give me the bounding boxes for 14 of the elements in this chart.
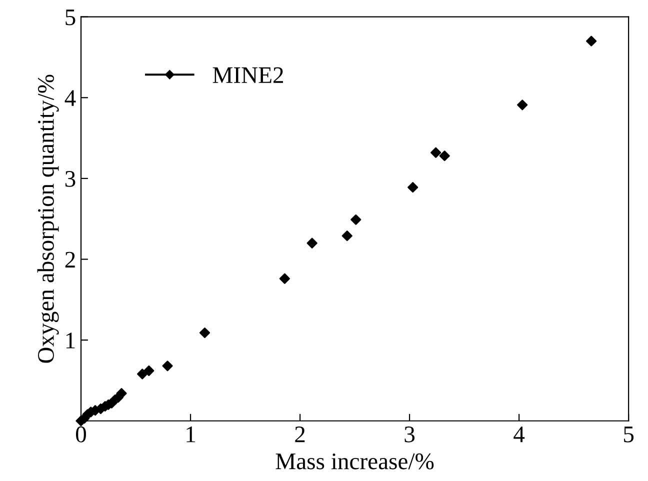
x-tick-label: 5 xyxy=(624,426,634,442)
y-tick-label: 2 xyxy=(65,252,75,268)
y-tick-label: 3 xyxy=(65,171,76,187)
x-tick-label: 3 xyxy=(404,426,415,442)
y-tick-label: 1 xyxy=(66,332,75,348)
y-tick-label: 4 xyxy=(64,90,76,106)
x-tick-label: 4 xyxy=(514,426,525,442)
y-axis-title: Oxygen absorption quantity/% xyxy=(37,74,59,363)
y-tick-label: 5 xyxy=(66,10,76,26)
x-tick-label: 1 xyxy=(186,426,195,442)
legend-label: MINE2 xyxy=(212,67,283,83)
x-tick-label: 2 xyxy=(295,426,305,442)
x-tick-label: 0 xyxy=(76,426,86,442)
x-axis-title: Mass increase/% xyxy=(276,453,434,470)
